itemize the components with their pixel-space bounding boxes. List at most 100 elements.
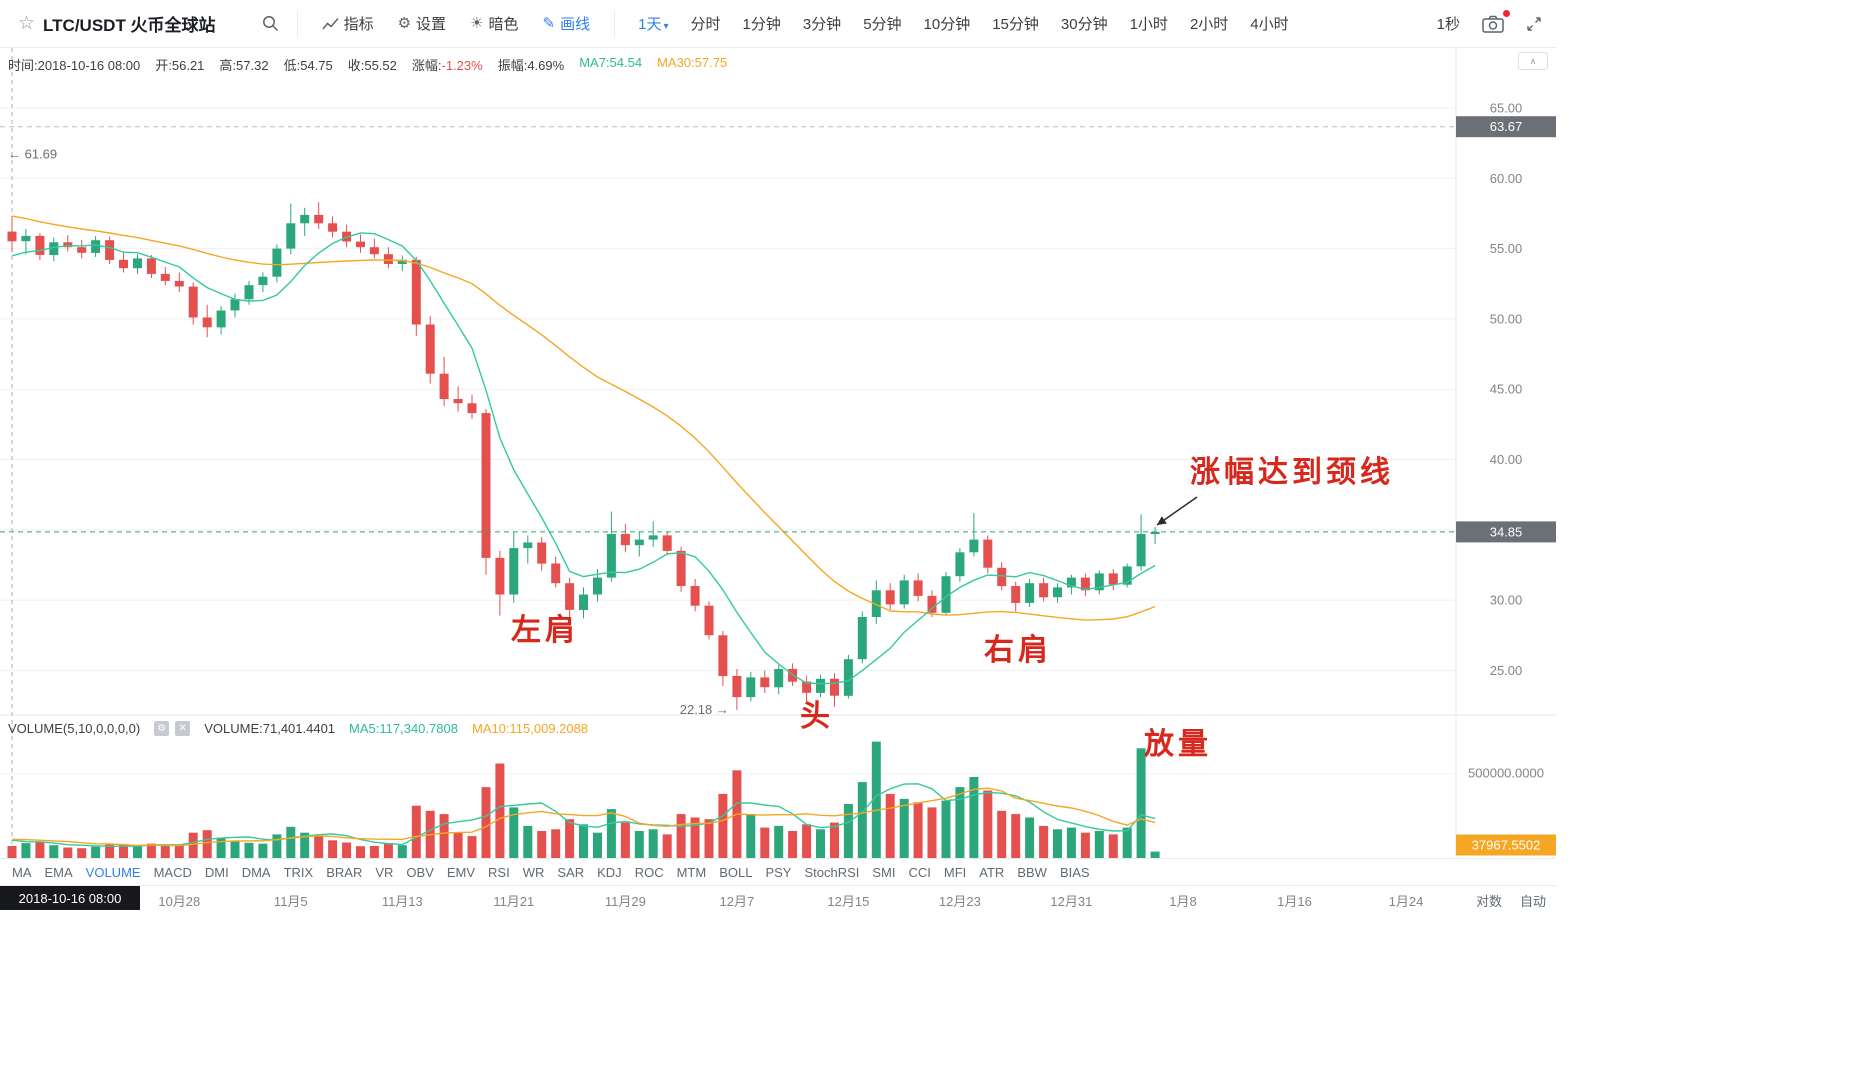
timeframe-15分钟[interactable]: 15分钟 — [992, 16, 1039, 33]
info-amplitude: 振幅:4.69% — [497, 58, 565, 73]
search-icon[interactable] — [262, 15, 279, 32]
indicator-tab-wr[interactable]: WR — [522, 864, 545, 880]
zigzag-icon — [321, 17, 339, 31]
timeframe-2小时[interactable]: 2小时 — [1189, 16, 1229, 33]
svg-text:50.00: 50.00 — [1490, 311, 1523, 326]
indicator-tab-cci[interactable]: CCI — [908, 864, 931, 880]
tool-label: 指标 — [343, 16, 374, 33]
indicator-tab-psy[interactable]: PSY — [765, 864, 792, 880]
collapse-chart-button[interactable]: ∧ — [1518, 52, 1548, 70]
chart-canvas[interactable]: 65.0060.0055.0050.0045.0040.0035.0030.00… — [0, 48, 1556, 858]
ohlc-info-bar: 时间:2018-10-16 08:00 开:56.21 高:57.32 低:54… — [8, 55, 727, 74]
info-high: 高:57.32 — [219, 58, 269, 73]
volume-settings-icon[interactable]: ⚙ — [154, 721, 170, 736]
info-open: 开:56.21 — [155, 58, 205, 73]
indicator-tab-brar[interactable]: BRAR — [326, 864, 363, 880]
time-axis-label: 12月31 — [1050, 894, 1093, 909]
axis-actions: 对数 自动 — [1476, 891, 1546, 910]
volume-header: VOLUME(5,10,0,0,0,0) ⚙ ✕ VOLUME:71,401.4… — [8, 721, 588, 736]
tool-label: 设置 — [416, 16, 447, 33]
tool-draw-line[interactable]: ✎ 画线 — [543, 13, 591, 34]
indicator-tab-mtm[interactable]: MTM — [676, 864, 707, 880]
timeframe-1天[interactable]: 1天 ▾ — [638, 16, 669, 33]
time-axis-label: 1月16 — [1277, 894, 1312, 909]
interval-label[interactable]: 1秒 — [1436, 16, 1460, 33]
timeframe-30分钟[interactable]: 30分钟 — [1060, 16, 1108, 33]
timeframe-4小时[interactable]: 4小时 — [1250, 16, 1289, 33]
indicator-tab-bbw[interactable]: BBW — [1017, 864, 1047, 880]
time-axis-label: 12月23 — [938, 894, 981, 909]
svg-text:45.00: 45.00 — [1490, 382, 1523, 397]
toolbar-right: 1秒 — [1436, 9, 1548, 34]
annotation-volume-surge: 放量 — [1144, 727, 1212, 762]
indicator-tab-obv[interactable]: OBV — [406, 864, 434, 880]
indicator-tab-boll[interactable]: BOLL — [719, 864, 753, 880]
timeframe-5分钟[interactable]: 5分钟 — [863, 16, 902, 33]
tool-dark-mode[interactable]: ☀ 暗色 — [470, 13, 518, 34]
timeframe-10分钟[interactable]: 10分钟 — [923, 16, 971, 33]
resize-icon[interactable] — [1526, 16, 1542, 32]
log-scale-toggle[interactable]: 对数 — [1475, 894, 1502, 909]
annotation-left-shoulder: 左肩 — [511, 613, 579, 648]
auto-scale-toggle[interactable]: 自动 — [1519, 894, 1546, 909]
info-low: 低:54.75 — [283, 58, 333, 73]
indicator-tab-ma[interactable]: MA — [12, 864, 32, 880]
svg-text:30.00: 30.00 — [1490, 593, 1523, 608]
indicator-tab-stochrsi[interactable]: StochRSI — [804, 864, 860, 880]
toolbar: ☆ LTC/USDT 火币全球站 指标 ⚙ 设置 ☀ 暗色 ✎ 画线 1天 ▾ 分时 1分钟 3分钟… — [0, 0, 1556, 48]
indicator-tab-roc[interactable]: ROC — [634, 864, 664, 880]
volume-close-icon[interactable]: ✕ — [175, 721, 191, 736]
svg-text:34.85: 34.85 — [1490, 524, 1523, 539]
svg-text:60.00: 60.00 — [1490, 171, 1523, 186]
indicator-tab-ema[interactable]: EMA — [44, 864, 73, 880]
svg-text:63.67: 63.67 — [1490, 119, 1523, 134]
indicator-tab-atr[interactable]: ATR — [979, 864, 1005, 880]
indicator-tab-trix[interactable]: TRIX — [283, 864, 314, 880]
symbol-title: LTC/USDT 火币全球站 — [43, 16, 216, 35]
indicator-tab-sar[interactable]: SAR — [557, 864, 585, 880]
time-axis-label: 11月21 — [493, 894, 535, 909]
svg-text:25.00: 25.00 — [1490, 663, 1523, 678]
favorite-star-icon[interactable]: ☆ — [18, 13, 36, 34]
time-axis-label: 12月7 — [719, 894, 755, 909]
annotation-head: 头 — [800, 699, 834, 734]
time-axis-label: 10月28 — [158, 894, 201, 909]
indicator-tab-mfi[interactable]: MFI — [943, 864, 967, 880]
svg-text:500000.0000: 500000.0000 — [1468, 766, 1544, 781]
indicator-tab-bias[interactable]: BIAS — [1059, 864, 1090, 880]
time-axis-label: 1月24 — [1388, 894, 1424, 909]
tool-indicators[interactable]: 指标 — [321, 13, 374, 34]
chart-widget: ☆ LTC/USDT 火币全球站 指标 ⚙ 设置 ☀ 暗色 ✎ 画线 1天 ▾ 分时 1分钟 3分钟… — [0, 0, 1556, 910]
indicator-tab-rsi[interactable]: RSI — [488, 864, 510, 880]
indicator-tab-macd[interactable]: MACD — [153, 864, 192, 880]
timeframe-1小时[interactable]: 1小时 — [1129, 16, 1168, 33]
indicator-tab-vr[interactable]: VR — [375, 864, 394, 880]
info-ma7: MA7:54.54 — [579, 55, 643, 70]
svg-text:55.00: 55.00 — [1490, 241, 1523, 256]
indicator-tab-volume[interactable]: VOLUME — [85, 864, 141, 880]
svg-text:22.18 →: 22.18 → — [680, 702, 729, 717]
info-change: 涨幅:-1.23% — [411, 58, 483, 73]
svg-text:← 61.69: ← 61.69 — [8, 147, 57, 162]
crosshair-time-badge: 2018-10-16 08:00 — [0, 886, 140, 910]
svg-text:37967.5502: 37967.5502 — [1472, 838, 1541, 853]
indicator-tab-dma[interactable]: DMA — [241, 864, 271, 880]
volume-ma10: MA10:115,009.2088 — [471, 721, 589, 736]
timeframe-分时[interactable]: 分时 — [690, 16, 721, 33]
pencil-icon: ✎ — [542, 15, 556, 32]
sun-icon: ☀ — [470, 15, 484, 32]
indicator-tab-dmi[interactable]: DMI — [204, 864, 229, 880]
time-axis-label: 11月5 — [273, 894, 308, 909]
screenshot-camera-icon[interactable] — [1482, 9, 1510, 33]
info-time: 时间:2018-10-16 08:00 — [8, 58, 141, 73]
info-ma30: MA30:57.75 — [657, 55, 728, 70]
indicator-tab-kdj[interactable]: KDJ — [597, 864, 622, 880]
timeframe-1分钟[interactable]: 1分钟 — [742, 16, 781, 33]
indicator-tab-emv[interactable]: EMV — [446, 864, 476, 880]
tool-settings[interactable]: ⚙ 设置 — [398, 13, 446, 34]
annotation-neckline: 涨幅达到颈线 — [1190, 455, 1394, 490]
tool-label: 暗色 — [488, 16, 519, 33]
timeframe-3分钟[interactable]: 3分钟 — [802, 16, 842, 33]
indicator-tab-smi[interactable]: SMI — [872, 864, 896, 880]
toolbar-divider — [296, 10, 298, 37]
